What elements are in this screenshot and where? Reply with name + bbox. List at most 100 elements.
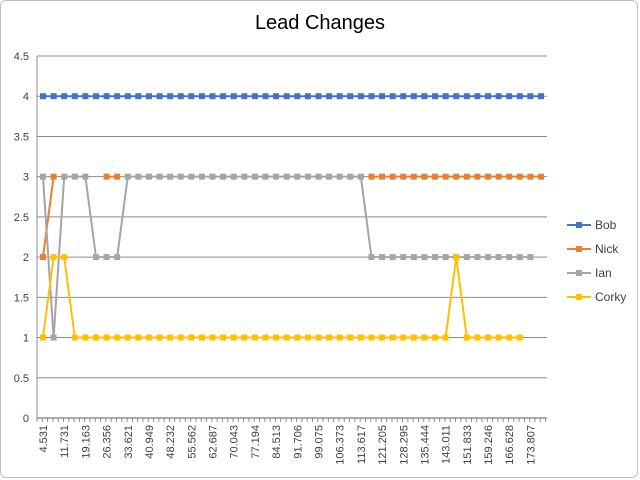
data-point-bob: [527, 93, 534, 100]
data-point-bob: [506, 93, 513, 100]
data-point-bob: [294, 93, 301, 100]
data-point-nick: [495, 173, 502, 180]
data-point-bob: [40, 93, 46, 100]
data-point-nick: [538, 173, 544, 180]
data-point-nick: [506, 173, 513, 180]
data-point-nick: [463, 173, 470, 180]
data-point-ian: [262, 173, 269, 180]
data-point-corky: [453, 254, 460, 261]
data-point-ian: [114, 254, 121, 261]
y-tick-label: 1: [23, 333, 29, 345]
data-point-corky: [273, 334, 280, 341]
y-tick-label: 2.5: [14, 212, 29, 224]
x-tick-label: 33.621: [123, 425, 135, 459]
data-point-bob: [273, 93, 280, 100]
data-point-ian: [357, 173, 364, 180]
data-point-corky: [485, 334, 492, 341]
data-point-nick: [368, 173, 375, 180]
x-tick-label: 84.513: [271, 425, 283, 459]
data-point-ian: [273, 173, 280, 180]
data-point-corky: [167, 334, 174, 341]
x-tick-label: 159.246: [483, 425, 495, 465]
data-point-corky: [262, 334, 269, 341]
data-point-ian: [188, 173, 195, 180]
data-point-bob: [453, 93, 460, 100]
data-point-bob: [495, 93, 502, 100]
data-point-bob: [432, 93, 439, 100]
data-point-corky: [61, 254, 68, 261]
data-point-bob: [347, 93, 354, 100]
data-point-bob: [135, 93, 142, 100]
data-point-ian: [167, 173, 174, 180]
x-tick-label: 62.687: [208, 425, 220, 459]
data-point-ian: [145, 173, 152, 180]
data-point-ian: [495, 254, 502, 261]
data-point-nick: [474, 173, 481, 180]
data-point-bob: [82, 93, 89, 100]
data-point-ian: [103, 254, 110, 261]
data-point-bob: [463, 93, 470, 100]
series-line-corky: [42, 256, 520, 339]
data-point-corky: [336, 334, 343, 341]
data-point-bob: [262, 93, 269, 100]
data-point-ian: [432, 254, 439, 261]
data-point-bob: [198, 93, 205, 100]
data-point-corky: [135, 334, 142, 341]
data-point-ian: [135, 173, 142, 180]
legend-label-ian: Ian: [595, 266, 612, 280]
data-point-bob: [357, 93, 364, 100]
data-point-bob: [103, 93, 110, 100]
y-tick-label: 0: [23, 413, 29, 425]
data-point-bob: [114, 93, 121, 100]
x-tick-label: 128.295: [398, 425, 410, 465]
legend-marker-ian: [576, 270, 582, 276]
data-point-corky: [71, 334, 78, 341]
data-point-corky: [379, 334, 386, 341]
data-point-bob: [220, 93, 227, 100]
data-point-corky: [114, 334, 121, 341]
data-point-bob: [188, 93, 195, 100]
x-tick-label: 121.205: [377, 425, 389, 465]
data-point-corky: [326, 334, 333, 341]
data-point-bob: [421, 93, 428, 100]
x-tick-label: 143.011: [441, 425, 453, 464]
data-point-ian: [315, 173, 322, 180]
data-point-corky: [389, 334, 396, 341]
data-point-ian: [61, 173, 68, 180]
data-point-corky: [474, 334, 481, 341]
data-point-ian: [156, 173, 163, 180]
x-tick-label: 48.232: [165, 425, 177, 459]
data-point-corky: [156, 334, 163, 341]
data-point-ian: [241, 173, 248, 180]
data-point-bob: [61, 93, 68, 100]
data-point-bob: [241, 93, 248, 100]
y-tick-label: 1.5: [14, 292, 29, 304]
data-point-ian: [368, 254, 375, 261]
data-point-nick: [103, 173, 110, 180]
data-point-bob: [315, 93, 322, 100]
data-point-ian: [50, 334, 57, 341]
data-point-bob: [230, 93, 237, 100]
data-point-bob: [156, 93, 163, 100]
data-point-corky: [400, 334, 407, 341]
y-tick-label: 3: [23, 172, 29, 184]
data-point-ian: [251, 173, 258, 180]
data-point-corky: [442, 334, 449, 341]
x-tick-label: 40.949: [144, 425, 156, 459]
data-point-ian: [442, 254, 449, 261]
data-point-corky: [198, 334, 205, 341]
data-point-corky: [304, 334, 311, 341]
data-point-ian: [82, 173, 89, 180]
y-tick-label: 0.5: [14, 373, 29, 385]
data-point-nick: [432, 173, 439, 180]
data-point-corky: [145, 334, 152, 341]
data-point-ian: [527, 254, 534, 261]
data-point-nick: [389, 173, 396, 180]
data-point-nick: [50, 173, 57, 180]
legend-label-bob: Bob: [595, 218, 617, 232]
data-point-corky: [92, 334, 99, 341]
data-point-corky: [209, 334, 216, 341]
x-tick-label: 151.833: [462, 425, 474, 465]
